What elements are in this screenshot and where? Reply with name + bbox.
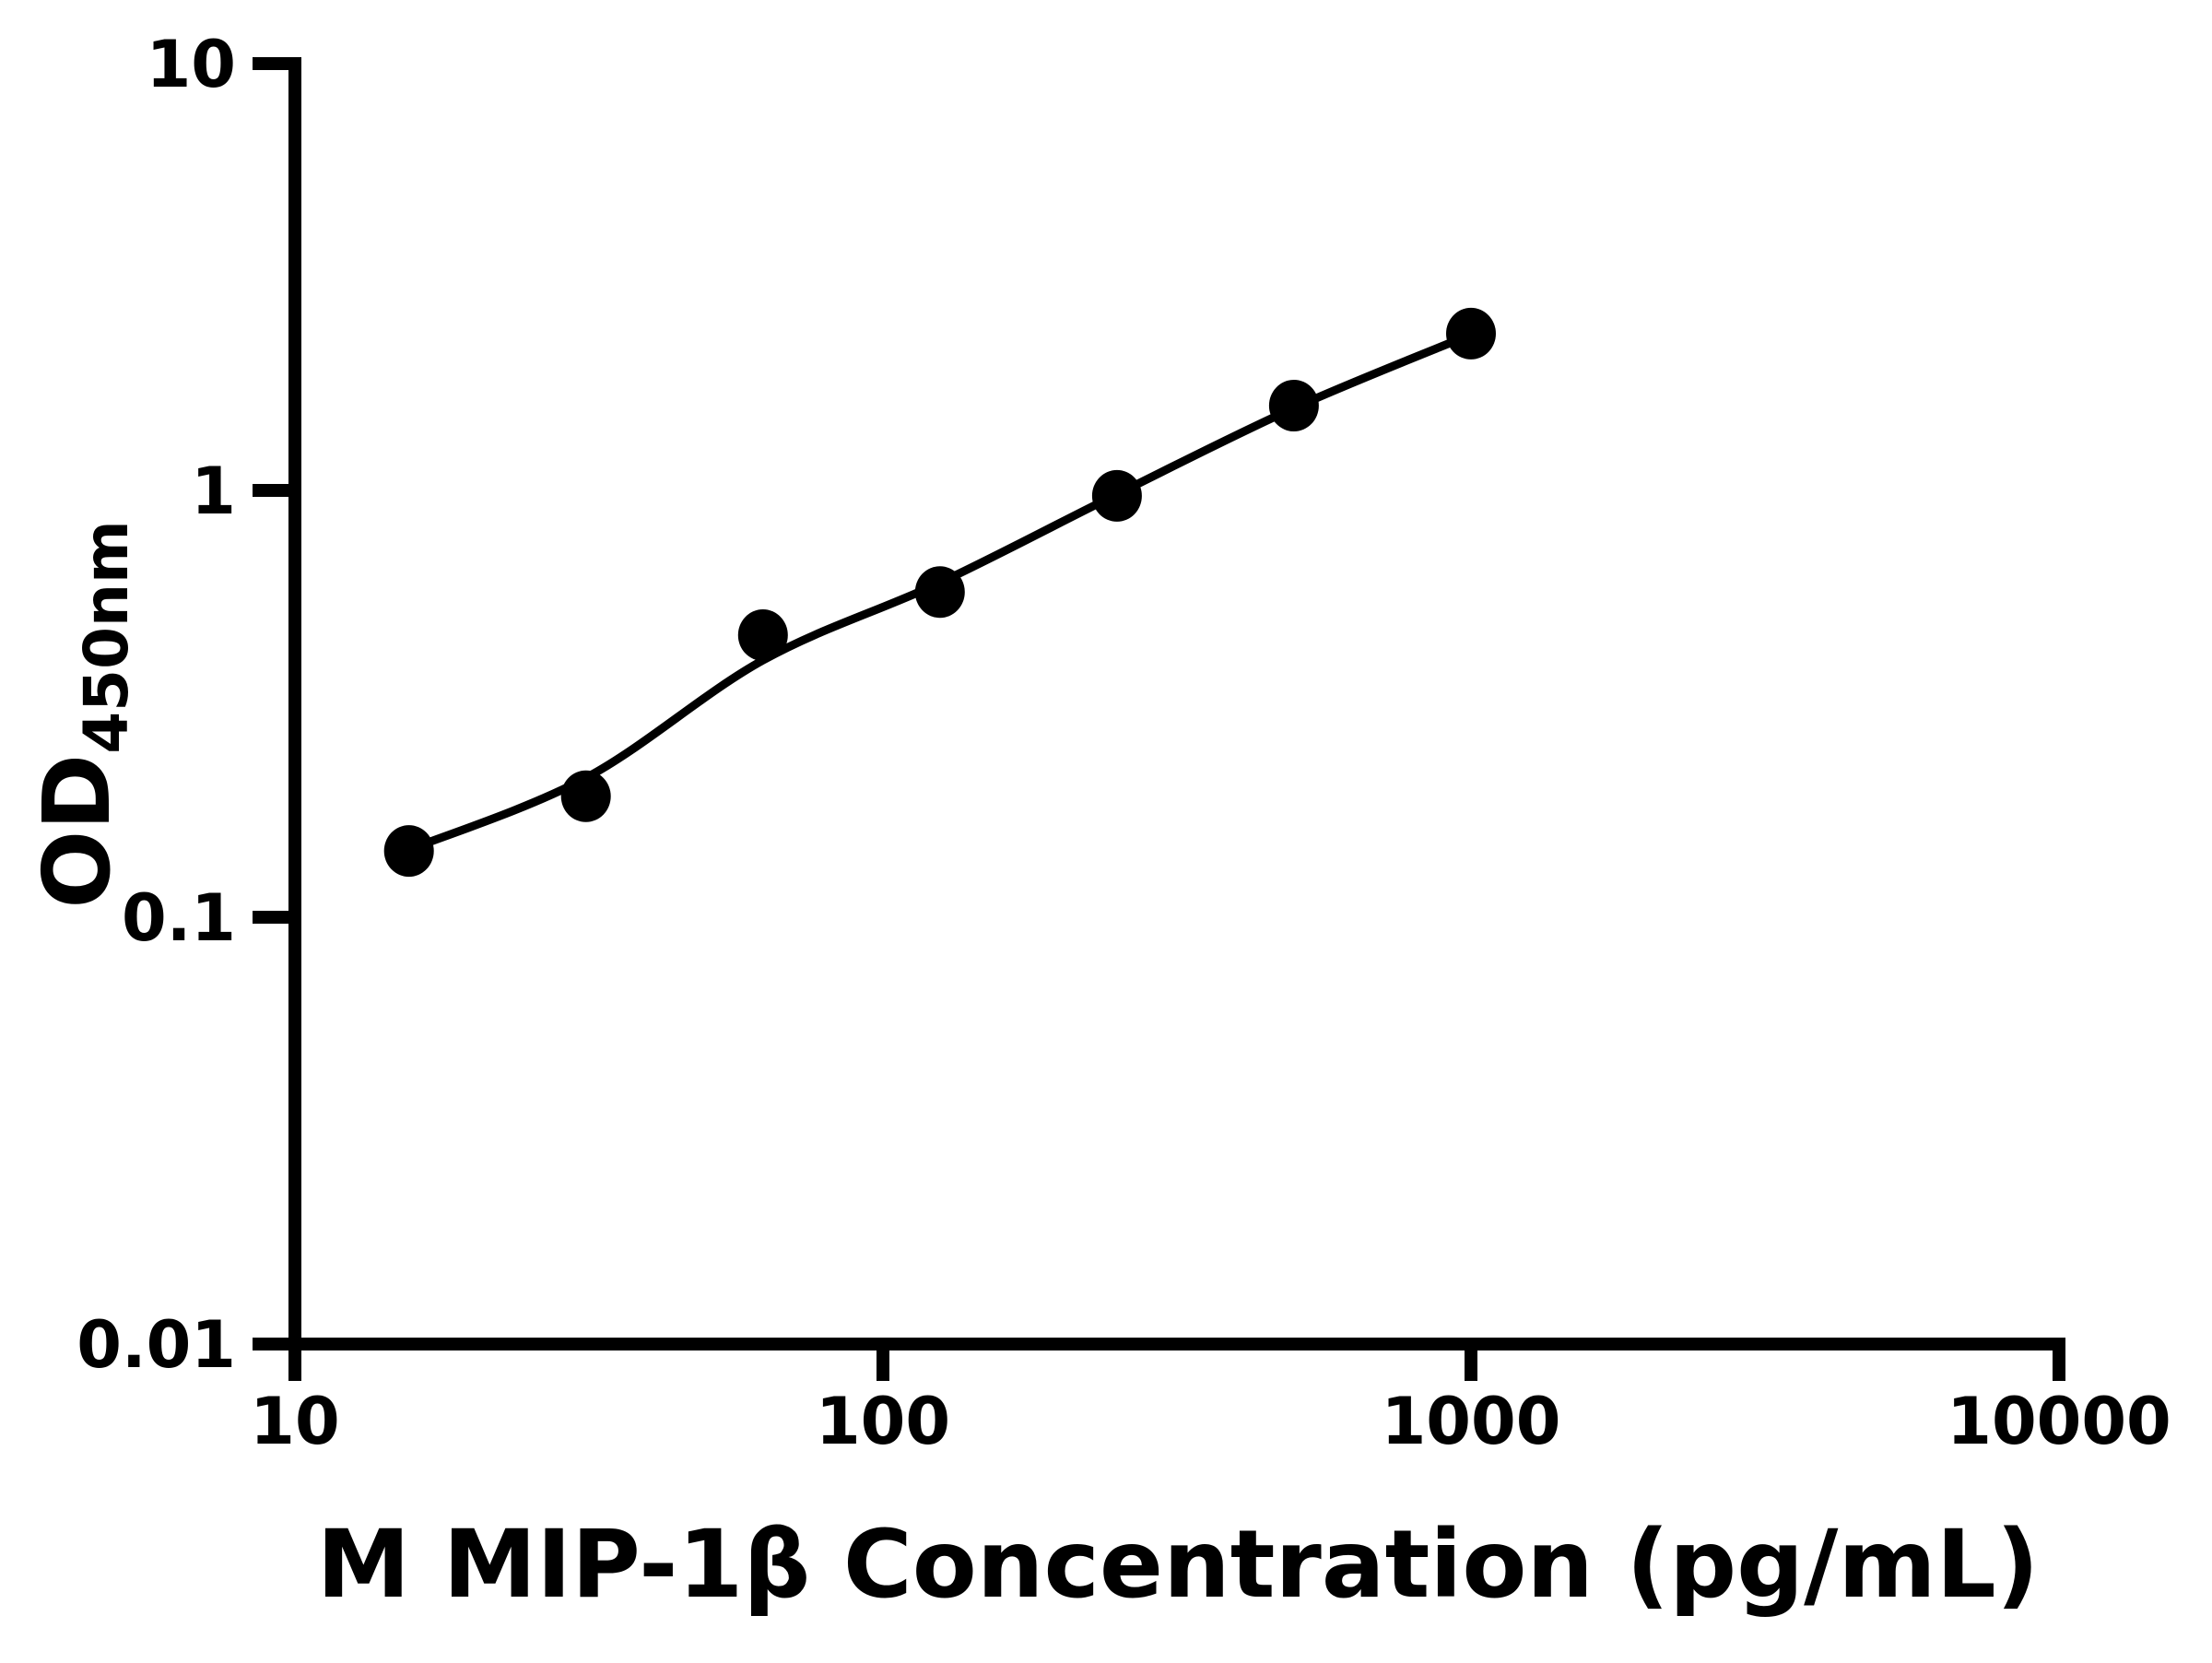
y-tick-label: 10: [147, 27, 236, 102]
data-point-marker: [560, 770, 611, 822]
y-axis-title-main: OD: [23, 754, 131, 909]
x-tick-label: 1000: [1382, 1384, 1561, 1459]
data-point-marker: [737, 609, 788, 661]
data-point-marker: [1091, 469, 1142, 522]
data-point-marker: [914, 566, 965, 619]
y-tick-label: 0.1: [122, 880, 236, 956]
x-tick-label: 10: [250, 1384, 339, 1459]
data-point-marker: [1268, 380, 1319, 431]
y-axis-title-subscript: 450nm: [71, 520, 142, 754]
x-tick-label: 10000: [1947, 1384, 2171, 1459]
data-point-marker: [383, 825, 434, 878]
y-tick-label: 1: [191, 454, 236, 529]
y-ticks-group: 10 1 0.1 0.01: [76, 27, 295, 1383]
data-points-group: [383, 307, 1496, 878]
y-axis-title: OD450nm: [23, 520, 142, 909]
x-axis-title: M MIP-1β Concentration (pg/mL): [317, 1510, 2040, 1620]
data-point-marker: [1446, 307, 1496, 360]
x-ticks-group: 10 100 1000 10000: [250, 1344, 2171, 1459]
x-tick-label: 100: [816, 1384, 950, 1459]
y-tick-label: 0.01: [76, 1307, 236, 1383]
